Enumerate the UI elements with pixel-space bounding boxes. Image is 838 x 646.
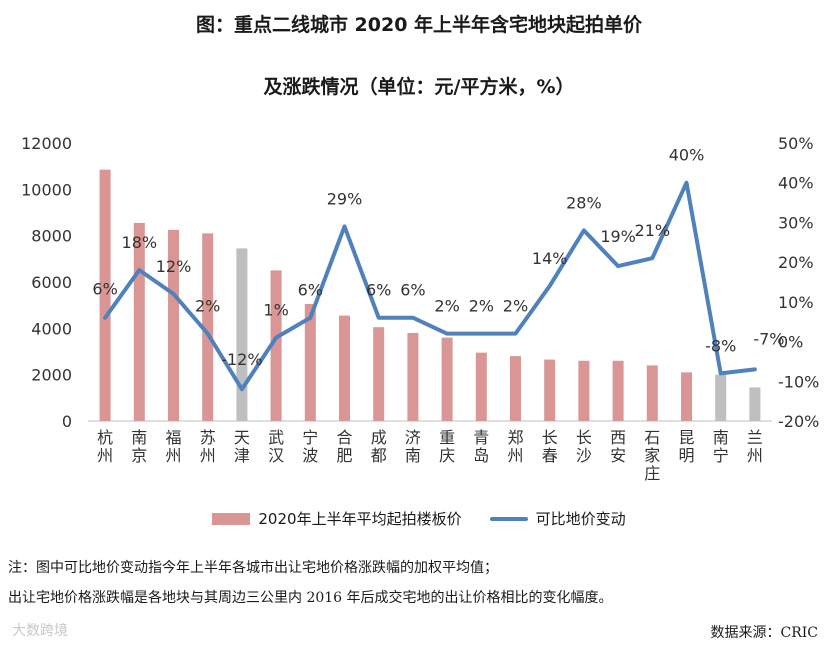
- chart-title: 图：重点二线城市 2020 年上半年含宅地块起拍单价: [195, 14, 643, 36]
- bar: [373, 327, 385, 421]
- x-tick-label: 成都: [371, 428, 387, 465]
- bar: [270, 270, 282, 421]
- legend-bar-swatch: [212, 512, 251, 525]
- right-axis-tick-label: 40%: [778, 174, 814, 193]
- left-axis-tick-label: 4000: [31, 319, 72, 338]
- x-tick-label: 长春: [542, 428, 558, 465]
- x-tick-label: 郑州: [507, 428, 523, 465]
- x-tick-label: 福州: [165, 428, 181, 465]
- legend-item-bar: 2020年上半年平均起拍楼板价: [212, 508, 462, 529]
- line-data-label: 2%: [503, 297, 528, 316]
- bar: [99, 169, 111, 421]
- line-data-label: 6%: [366, 281, 391, 300]
- right-axis-tick-label: 10%: [778, 293, 814, 312]
- bar: [612, 360, 624, 421]
- left-axis-tick-label: 2000: [31, 366, 72, 385]
- legend-line-swatch: [489, 516, 528, 521]
- left-axis-tick-label: 12000: [21, 134, 72, 153]
- line-data-label: 18%: [122, 233, 158, 252]
- x-tick-label: 天津: [234, 428, 250, 465]
- right-axis-tick-label: -20%: [778, 412, 819, 431]
- line-data-label: 1%: [263, 301, 288, 320]
- bar: [578, 360, 590, 421]
- left-axis-tick-label: 0: [62, 412, 72, 431]
- right-axis-tick-label: -10%: [778, 372, 819, 391]
- line-data-label: 2%: [434, 297, 459, 316]
- bar: [510, 356, 521, 421]
- bar: [681, 372, 692, 421]
- note-line-1: 注：图中可比地价变动指今年上半年各城市出让宅地价格涨跌幅的加权平均值；: [8, 560, 498, 576]
- chart-legend: 2020年上半年平均起拍楼板价 可比地价变动: [0, 508, 838, 529]
- left-axis-tick-label: 8000: [31, 227, 72, 246]
- x-tick-label: 杭州: [97, 428, 113, 465]
- x-tick-label: 西安: [610, 428, 626, 465]
- x-tick-label: 济南: [405, 428, 421, 465]
- line-data-label: 14%: [532, 249, 568, 268]
- bar: [236, 248, 248, 421]
- bar: [407, 332, 419, 421]
- line-data-label: -8%: [705, 336, 736, 355]
- line-data-label: 6%: [298, 281, 323, 300]
- line-series: [103, 180, 757, 392]
- line-data-label: 6%: [92, 280, 117, 299]
- line-data-label: 6%: [400, 281, 425, 300]
- bar: [475, 352, 487, 421]
- line-data-label: 28%: [566, 193, 602, 212]
- chart-canvas: 0 2000 4000 6000 8000 10000 12000 -20% -10% 0% 10%…: [21, 134, 819, 483]
- x-tick-label: 石家庄: [644, 428, 660, 483]
- right-axis-tick-label: 50%: [778, 134, 814, 153]
- x-tick-label: 武汉: [268, 428, 284, 465]
- x-tick-label: 苏州: [200, 428, 216, 465]
- bar: [168, 229, 179, 421]
- line-data-label: 19%: [600, 227, 636, 246]
- bar: [646, 365, 658, 421]
- right-axis-tick-label: 20%: [778, 253, 814, 272]
- x-tick-label: 合肥: [336, 428, 352, 465]
- bar: [715, 374, 727, 421]
- bar: [441, 337, 453, 421]
- line-data-label: 12%: [156, 257, 192, 276]
- line-data-label: -12%: [221, 350, 262, 369]
- note-line-2: 出让宅地价格涨跌幅是各地块与其周边三公里内 2016 年后成交宅地的出让价格相比…: [8, 590, 613, 606]
- bar: [304, 304, 316, 421]
- line-data-label: 2%: [195, 297, 220, 316]
- bar: [339, 315, 350, 421]
- x-tick-label: 长沙: [576, 428, 592, 465]
- bar: [544, 359, 556, 421]
- bar: [749, 387, 761, 421]
- line-data-label: -7%: [753, 329, 784, 348]
- line-data-label: 29%: [327, 189, 363, 208]
- bar: [202, 233, 214, 421]
- legend-item-line: 可比地价变动: [489, 508, 626, 529]
- x-tick-label: 兰州: [747, 428, 763, 465]
- legend-line-label: 可比地价变动: [535, 510, 626, 528]
- x-tick-label: 宁波: [302, 428, 318, 465]
- line-data-label: 2%: [469, 297, 494, 316]
- right-axis-tick-label: 30%: [778, 213, 814, 232]
- line-data-label: 21%: [635, 221, 671, 240]
- line-data-label: 40%: [669, 146, 705, 165]
- right-axis-tick-label: 0%: [778, 333, 803, 352]
- chart-subtitle: 及涨跌情况（单位：元/平方米，%）: [263, 76, 575, 98]
- source-note: 数据来源：CRIC: [710, 625, 819, 641]
- left-axis-tick-label: 6000: [31, 273, 72, 292]
- watermark-logo: 大数跨境: [12, 623, 68, 639]
- x-tick-label: 重庆: [439, 428, 455, 465]
- x-tick-label: 南京: [131, 428, 147, 465]
- x-tick-label: 昆明: [678, 428, 694, 465]
- x-tick-label: 南宁: [713, 428, 729, 465]
- x-tick-label: 青岛: [473, 428, 489, 465]
- left-axis-tick-label: 10000: [21, 180, 72, 199]
- bar: [133, 222, 145, 421]
- legend-bar-label: 2020年上半年平均起拍楼板价: [258, 510, 462, 528]
